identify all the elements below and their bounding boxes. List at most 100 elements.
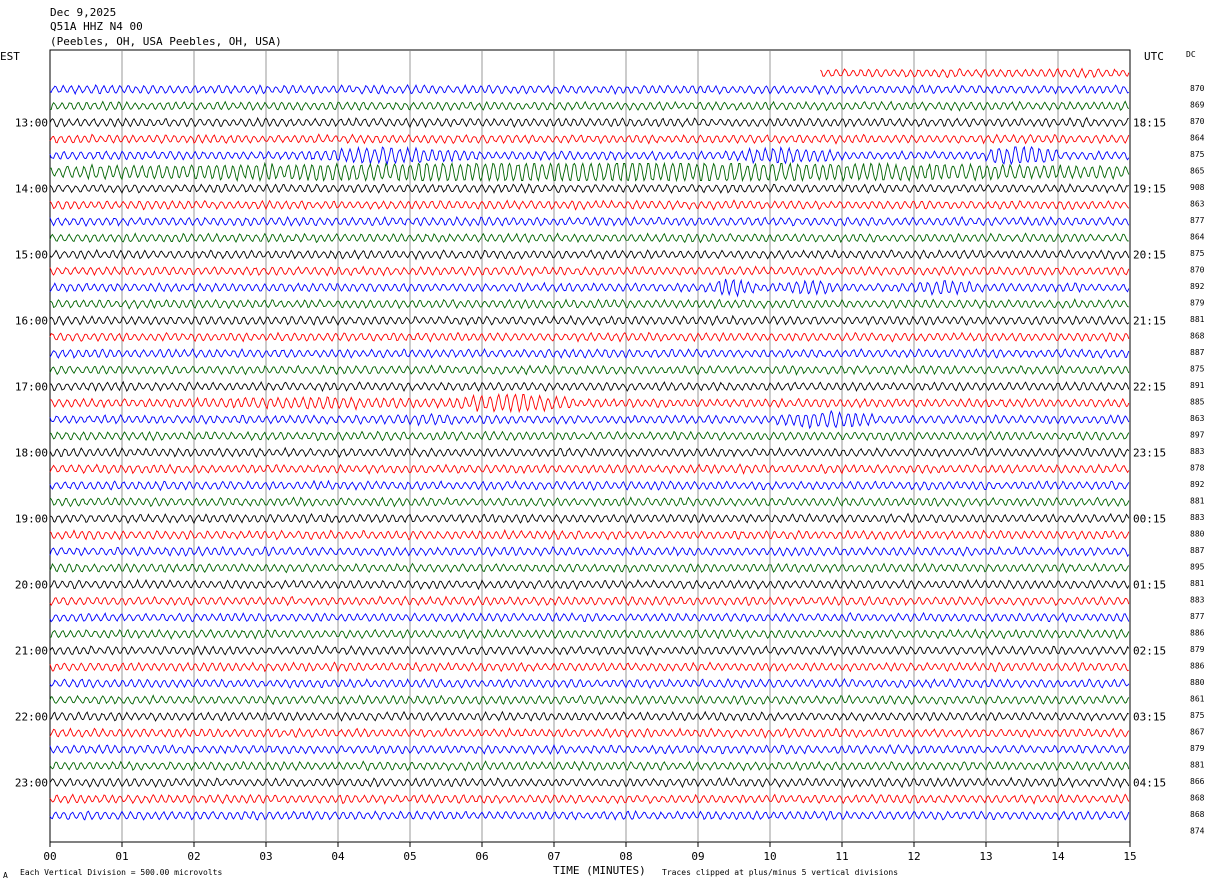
right-hour-label: 20:15: [1133, 249, 1166, 262]
dc-offset-value: 865: [1190, 167, 1205, 176]
trace-24: [49, 446, 1130, 459]
dc-offset-value: 874: [1190, 827, 1205, 836]
dc-offset-value: 868: [1190, 810, 1205, 819]
date-label: Dec 9,2025: [50, 6, 116, 19]
dc-offset-value: 881: [1190, 579, 1205, 588]
trace-5: [49, 133, 1130, 145]
trace-46: [49, 810, 1130, 821]
dc-offset-value: 897: [1190, 431, 1205, 440]
left-hour-label: 20:00: [15, 579, 48, 592]
dc-offset-value: 883: [1190, 447, 1205, 456]
x-tick-label: 06: [475, 850, 488, 863]
trace-1: [820, 67, 1130, 79]
trace-15: [49, 298, 1129, 310]
right-hour-label: 02:15: [1133, 645, 1166, 658]
dc-offset-value: 885: [1190, 398, 1205, 407]
trace-21: [49, 393, 1130, 414]
trace-37: [49, 661, 1130, 673]
dc-offset-value: 870: [1190, 117, 1205, 126]
plot-header: Dec 9,2025 Q51A HHZ N4 00 (Peebles, OH, …: [50, 6, 282, 48]
trace-35: [49, 628, 1130, 640]
trace-44: [49, 776, 1130, 789]
dc-offset-value: 887: [1190, 546, 1205, 555]
x-tick-label: 12: [907, 850, 920, 863]
left-hour-label: 16:00: [15, 315, 48, 328]
x-tick-label: 10: [763, 850, 776, 863]
trace-13: [49, 265, 1130, 277]
dc-offset-value: 883: [1190, 513, 1205, 522]
dc-offset-value: 878: [1190, 464, 1205, 473]
dc-offset-value: 875: [1190, 365, 1205, 374]
dc-offset-value: 892: [1190, 480, 1205, 489]
left-hour-label: 22:00: [15, 711, 48, 724]
trace-26: [49, 479, 1130, 492]
x-tick-label: 01: [115, 850, 128, 863]
trace-2: [49, 83, 1130, 96]
trace-32: [49, 578, 1130, 591]
left-hour-label: 13:00: [15, 117, 48, 130]
dc-offset-value: 879: [1190, 744, 1205, 753]
dc-offset-value: 863: [1190, 414, 1205, 423]
left-hour-label: 18:00: [15, 447, 48, 460]
trace-9: [49, 199, 1130, 211]
dc-offset-value: 881: [1190, 497, 1205, 506]
trace-41: [49, 727, 1130, 739]
trace-14: [49, 278, 1130, 298]
trace-23: [49, 430, 1130, 442]
dc-offset-value: 879: [1190, 299, 1205, 308]
dc-offset-value: 892: [1190, 282, 1205, 291]
trace-43: [49, 760, 1130, 772]
trace-33: [49, 595, 1130, 607]
trace-25: [49, 463, 1130, 475]
trace-3: [50, 100, 1130, 112]
dc-label: DC: [1186, 50, 1196, 59]
trace-39: [49, 694, 1130, 706]
dc-offset-value: 870: [1190, 266, 1205, 275]
trace-16: [49, 314, 1130, 327]
dc-offset-value: 895: [1190, 563, 1205, 572]
right-hour-label: 18:15: [1133, 117, 1166, 130]
dc-offset-value: 880: [1190, 678, 1205, 687]
right-hour-label: 00:15: [1133, 513, 1166, 526]
trace-8: [49, 183, 1130, 194]
left-hour-label: 14:00: [15, 183, 48, 196]
dc-offset-value: 886: [1190, 662, 1205, 671]
trace-29: [49, 528, 1130, 541]
left-hour-label: 19:00: [15, 513, 48, 526]
dc-offset-value: 869: [1190, 101, 1205, 110]
trace-20: [49, 380, 1130, 393]
right-hour-label: 04:15: [1133, 777, 1166, 790]
right-hour-label: 01:15: [1133, 579, 1166, 592]
trace-38: [49, 677, 1130, 689]
dc-offset-value: 875: [1190, 249, 1205, 258]
dc-offset-value: 883: [1190, 596, 1205, 605]
station-label: Q51A HHZ N4 00: [50, 20, 143, 33]
trace-10: [49, 215, 1130, 227]
x-tick-label: 14: [1051, 850, 1065, 863]
trace-17: [49, 331, 1130, 343]
footer-clip-note: Traces clipped at plus/minus 5 vertical …: [662, 868, 898, 877]
dc-offset-value: 864: [1190, 233, 1205, 242]
right-hour-label: 21:15: [1133, 315, 1166, 328]
dc-offset-value: 891: [1190, 381, 1205, 390]
x-tick-label: 08: [619, 850, 632, 863]
dc-offset-value: 887: [1190, 348, 1205, 357]
x-axis-title: TIME (MINUTES): [553, 864, 646, 877]
left-hour-labels: 13:00 14:00 15:00 16:00 17:00 18:00 19:00 20:00…: [15, 117, 48, 790]
dc-offset-value: 875: [1190, 711, 1205, 720]
left-hour-label: 23:00: [15, 777, 48, 790]
seismic-traces: [49, 67, 1130, 821]
trace-31: [49, 562, 1130, 574]
dc-offset-value: 879: [1190, 645, 1205, 654]
x-tick-label: 11: [835, 850, 848, 863]
trace-42: [49, 743, 1130, 756]
trace-18: [49, 347, 1130, 359]
x-tick-label: 04: [331, 850, 345, 863]
x-tick-label: 00: [43, 850, 56, 863]
dc-offset-value: 877: [1190, 612, 1205, 621]
left-hour-label: 21:00: [15, 645, 48, 658]
dc-offset-values: 870 869 870 864 875 865 908 863 877 864 875 870 892 8…: [1190, 84, 1205, 836]
right-hour-label: 22:15: [1133, 381, 1166, 394]
trace-12: [49, 248, 1130, 261]
